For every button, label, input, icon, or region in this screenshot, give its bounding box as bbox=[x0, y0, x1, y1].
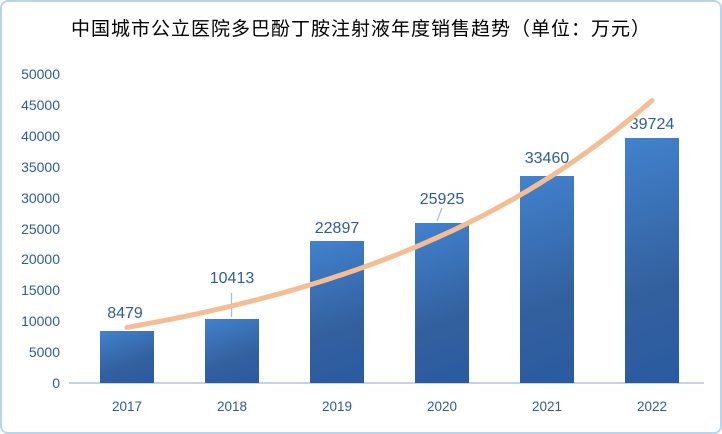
y-axis-tick-label: 30000 bbox=[21, 189, 60, 206]
bar-2022 bbox=[625, 137, 679, 383]
data-label-leader-line bbox=[436, 207, 443, 222]
y-axis-tick-label: 25000 bbox=[21, 220, 60, 237]
data-label-2017: 8479 bbox=[107, 304, 143, 322]
data-label-2021: 33460 bbox=[524, 150, 570, 168]
y-axis-tick-label: 35000 bbox=[21, 158, 60, 175]
bar-2018 bbox=[205, 318, 259, 383]
data-label-2018: 10413 bbox=[209, 270, 255, 287]
x-axis-line bbox=[69, 382, 704, 384]
x-axis-label-2017: 2017 bbox=[111, 399, 143, 414]
y-axis-tick-label: 0 bbox=[52, 375, 60, 391]
bar-2017 bbox=[100, 330, 154, 383]
bar-2021 bbox=[520, 176, 574, 383]
y-axis-tick-label: 50000 bbox=[21, 66, 60, 82]
x-axis-label-2018: 2018 bbox=[216, 399, 248, 414]
data-label-2019: 22897 bbox=[314, 220, 360, 238]
y-axis-tick-label: 20000 bbox=[21, 251, 60, 268]
y-axis-tick-label: 40000 bbox=[21, 127, 60, 144]
y-axis-tick-label: 45000 bbox=[21, 96, 60, 113]
x-axis-label-2021: 2021 bbox=[531, 399, 563, 414]
y-axis-tick-label: 10000 bbox=[21, 313, 60, 330]
data-label-2022: 39724 bbox=[629, 115, 675, 133]
x-axis-label-2022: 2022 bbox=[636, 399, 668, 414]
x-axis-label-2020: 2020 bbox=[426, 399, 458, 414]
x-axis-label-2019: 2019 bbox=[321, 399, 353, 414]
bar-2019 bbox=[310, 241, 364, 383]
y-axis-tick-label: 15000 bbox=[21, 282, 60, 299]
data-label-2020: 25925 bbox=[419, 191, 465, 208]
y-axis-tick-label: 5000 bbox=[28, 344, 60, 361]
bar-2020 bbox=[415, 222, 469, 383]
chart-title: 中国城市公立医院多巴酚丁胺注射液年度销售趋势（单位：万元） bbox=[70, 19, 651, 40]
